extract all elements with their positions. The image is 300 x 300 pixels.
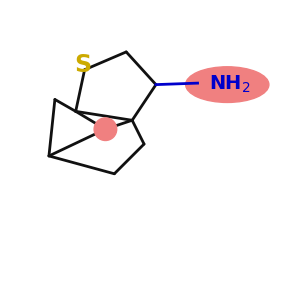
Ellipse shape bbox=[186, 67, 269, 102]
Circle shape bbox=[94, 118, 117, 140]
Text: S: S bbox=[75, 53, 92, 77]
Text: NH$_2$: NH$_2$ bbox=[209, 74, 251, 95]
